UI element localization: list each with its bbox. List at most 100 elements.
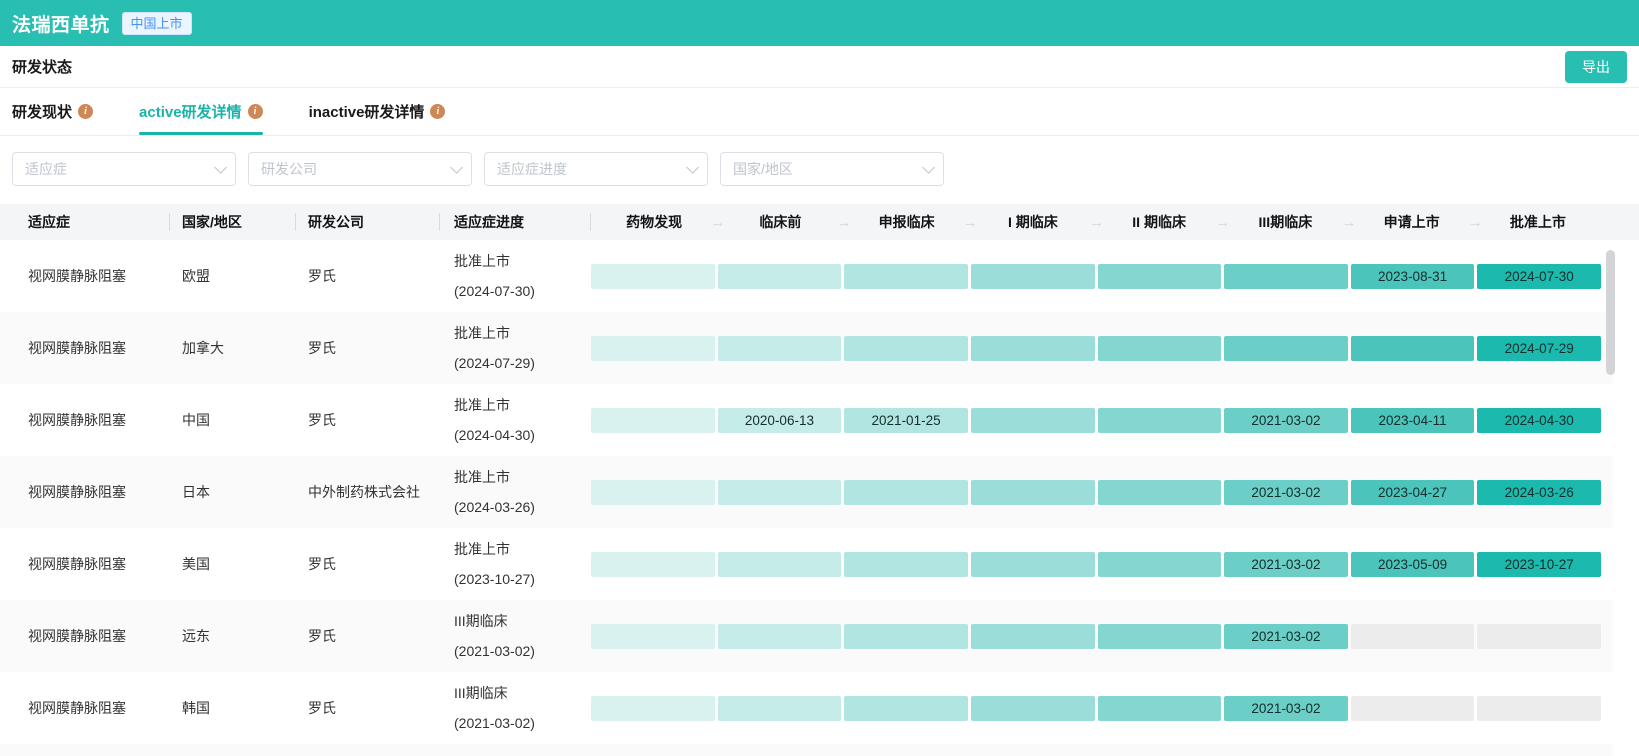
stage-cell-reached (1097, 695, 1222, 721)
stage-cell-reached (844, 479, 968, 505)
stage-cell-reached: 2024-04-30 (1477, 407, 1601, 433)
chevron-down-icon (214, 160, 227, 174)
stage-cell-group: 2021-03-02 2023-04-27 2024-03-26 (591, 479, 1601, 505)
stage-cell-reached (717, 479, 842, 505)
info-icon[interactable]: i (430, 104, 446, 119)
stage-cell-reached (591, 335, 715, 361)
stage-cell-group: 2023-08-31 2024-07-30 (591, 263, 1601, 289)
stage-cell-reached (717, 263, 842, 289)
stage-cell-reached (844, 335, 968, 361)
tab-active-rd-details[interactable]: active研发详情 i (139, 88, 263, 135)
tab-rd-current[interactable]: 研发现状 i (12, 88, 94, 135)
drug-title: 法瑞西单抗 (12, 14, 110, 36)
cell-indication: 视网膜静脉阻塞 (28, 484, 126, 500)
export-button[interactable]: 导出 (1565, 51, 1627, 83)
cell-indication: 视网膜静脉阻塞 (28, 700, 126, 716)
company-filter-select[interactable]: 研发公司 (248, 152, 472, 186)
stage-cell-reached: 2023-04-27 (1350, 479, 1475, 505)
chevron-down-icon (922, 160, 935, 174)
column-divider (590, 213, 591, 231)
arrow-right-icon: → (1089, 213, 1104, 231)
stage-cell-reached: 2024-03-26 (1477, 479, 1601, 505)
cell-progress: 批准上市 (2024-04-30) (440, 384, 591, 456)
stage-cell-reached (1097, 335, 1222, 361)
stage-cell-reached: 2021-01-25 (844, 407, 968, 433)
table-row: 视网膜静脉阻塞 欧盟 罗氏 批准上市 (2024-07-30) 2023-08-31 202… (0, 240, 1613, 312)
stage-header: I 期临床 → (970, 204, 1104, 240)
stage-cell-group: 2021-03-02 (591, 695, 1601, 721)
table-row: 视网膜静脉阻塞 加拿大 罗氏 批准上市 (2024-07-29) 2024-07-29 (0, 312, 1613, 384)
stage-cell-reached: 2024-07-30 (1477, 263, 1601, 289)
vertical-scrollbar-thumb[interactable] (1606, 250, 1615, 375)
table-row-partial (0, 744, 1613, 756)
stage-cell-reached (717, 335, 842, 361)
stage-cell-reached (1350, 335, 1475, 361)
table-body: 视网膜静脉阻塞 欧盟 罗氏 批准上市 (2024-07-30) 2023-08-31 202… (0, 240, 1639, 756)
tab-label: inactive研发详情 (308, 104, 425, 121)
stage-header: 药物发现 → (591, 204, 725, 240)
column-divider (169, 213, 170, 231)
progress-status: 批准上市 (2024-07-30) (454, 253, 535, 299)
stage-cell-reached (1097, 407, 1222, 433)
stage-cell-reached: 2023-10-27 (1477, 551, 1601, 577)
region-filter-select[interactable]: 国家/地区 (720, 152, 944, 186)
table-row: 视网膜静脉阻塞 韩国 罗氏 III期临床 (2021-03-02) 2021-03-02 (0, 672, 1613, 744)
stage-cell-reached: 2021-03-02 (1224, 407, 1348, 433)
stage-cell-reached (844, 695, 968, 721)
stage-header: 临床前 → (717, 204, 851, 240)
indication-filter-select[interactable]: 适应症 (12, 152, 236, 186)
stage-header-group: 药物发现 → 临床前 → 申报临床 → I 期临床 → II 期临床 → III期临床 → 申请上市 → 批… (591, 204, 1601, 240)
info-icon[interactable]: i (78, 104, 94, 119)
stage-cell-reached (970, 695, 1095, 721)
arrow-right-icon: → (962, 213, 978, 231)
stage-cell-reached: 2023-04-11 (1350, 407, 1475, 433)
cell-region: 日本 (182, 484, 210, 500)
section-bar: 研发状态 导出 (0, 46, 1639, 88)
column-divider (439, 213, 440, 231)
stage-header-label: 申请上市 (1383, 214, 1440, 230)
stage-cell-group: 2020-06-13 2021-01-25 2021-03-02 2023-04-11… (591, 407, 1601, 433)
tab-inactive-rd-details[interactable]: inactive研发详情 i (309, 88, 446, 135)
cell-progress: 批准上市 (2024-03-26) (440, 456, 591, 528)
table-row: 视网膜静脉阻塞 中国 罗氏 批准上市 (2024-04-30) 2020-06-13 202… (0, 384, 1613, 456)
stage-cell-reached (591, 407, 715, 433)
stage-cell-reached (970, 263, 1095, 289)
stage-cell-pending (1477, 623, 1601, 649)
cell-progress: III期临床 (2021-03-02) (440, 600, 591, 672)
table-row: 视网膜静脉阻塞 美国 罗氏 批准上市 (2023-10-27) 2021-03-02 202… (0, 528, 1613, 600)
cell-company: 罗氏 (308, 268, 336, 284)
column-header-company: 研发公司 (296, 204, 440, 240)
progress-filter-select[interactable]: 适应症进度 (484, 152, 708, 186)
cell-company: 罗氏 (308, 700, 336, 716)
stage-cell-group: 2021-03-02 (591, 623, 1601, 649)
stage-header-label: II 期临床 (1132, 214, 1186, 230)
arrow-right-icon: → (836, 213, 852, 231)
stage-cell-reached (591, 551, 715, 577)
stage-cell-reached (970, 479, 1095, 505)
cell-company: 罗氏 (308, 556, 336, 572)
progress-status: 批准上市 (2024-04-30) (454, 397, 535, 443)
arrow-right-icon: → (1341, 213, 1357, 231)
stage-cell-reached: 2021-03-02 (1224, 551, 1348, 577)
cell-company: 罗氏 (308, 412, 336, 428)
column-header-indication: 适应症 (0, 204, 170, 240)
stage-header-label: 临床前 (759, 214, 802, 230)
stage-cell-reached (1224, 263, 1348, 289)
stage-header: 申报临床 → (844, 204, 978, 240)
info-icon[interactable]: i (247, 104, 263, 119)
cell-progress: III期临床 (2021-03-02) (440, 672, 591, 744)
stage-cell-reached (844, 623, 968, 649)
cell-progress: 批准上市 (2024-07-30) (440, 240, 591, 312)
stage-cell-reached (591, 263, 715, 289)
cell-company: 中外制药株式会社 (308, 484, 420, 500)
select-placeholder: 国家/地区 (733, 161, 793, 177)
cell-indication: 视网膜静脉阻塞 (28, 628, 126, 644)
stage-header: 批准上市 (1475, 204, 1601, 240)
stage-cell-reached (591, 623, 715, 649)
stage-cell-reached (1097, 479, 1222, 505)
table-row: 视网膜静脉阻塞 远东 罗氏 III期临床 (2021-03-02) 2021-03-02 (0, 600, 1613, 672)
arrow-right-icon: → (1215, 213, 1231, 231)
stage-cell-reached: 2023-08-31 (1350, 263, 1475, 289)
stage-cell-reached (844, 263, 968, 289)
